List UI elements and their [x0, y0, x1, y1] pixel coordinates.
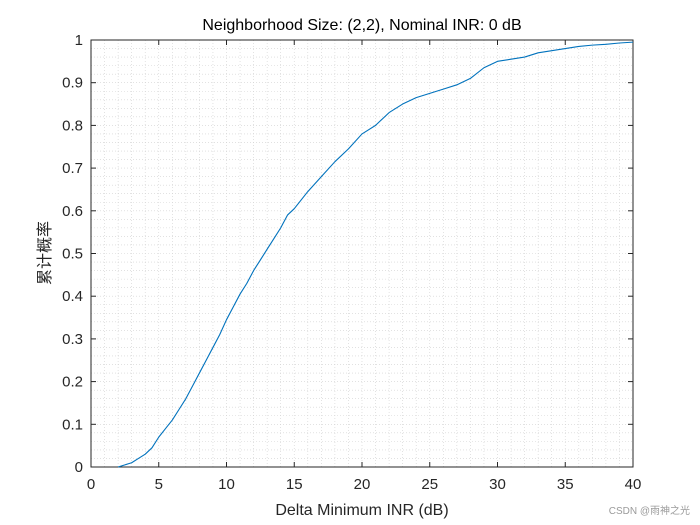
x-tick-label: 10 — [218, 476, 235, 493]
x-tick-label: 0 — [87, 476, 95, 493]
y-tick-label: 0.4 — [62, 288, 83, 305]
x-tick-label: 15 — [286, 476, 303, 493]
y-tick-label: 0.5 — [62, 246, 83, 263]
chart-title: Neighborhood Size: (2,2), Nominal INR: 0… — [202, 17, 521, 34]
x-tick-label: 30 — [489, 476, 506, 493]
series-layer — [117, 41, 634, 468]
series-line-cdf — [117, 41, 634, 468]
x-axis-title: Delta Minimum INR (dB) — [275, 502, 448, 519]
y-tick-label: 0.6 — [62, 203, 83, 220]
grid — [90, 39, 634, 468]
y-tick-label: 0.2 — [62, 374, 83, 391]
y-tick-label: 0.3 — [62, 331, 83, 348]
y-tick-label: 0 — [75, 459, 83, 476]
y-tick-label: 0.9 — [62, 75, 83, 92]
x-tick-label: 20 — [354, 476, 371, 493]
watermark: CSDN @雨神之光 — [609, 504, 690, 517]
y-tick-label: 0.8 — [62, 117, 83, 134]
y-axis-title: 累计概率 — [36, 221, 54, 285]
y-tick-label: 0.1 — [62, 416, 83, 433]
x-tick-label: 25 — [421, 476, 438, 493]
ticks: 0 5 10 15 20 25 30 35 40 0 0.1 0.2 0.3 0.4 0.5 0.6 0.7 0.… — [62, 32, 641, 493]
y-tick-label: 1 — [75, 32, 83, 49]
x-tick-label: 5 — [155, 476, 163, 493]
x-tick-label: 40 — [625, 476, 642, 493]
x-tick-label: 35 — [557, 476, 574, 493]
y-tick-label: 0.7 — [62, 160, 83, 177]
